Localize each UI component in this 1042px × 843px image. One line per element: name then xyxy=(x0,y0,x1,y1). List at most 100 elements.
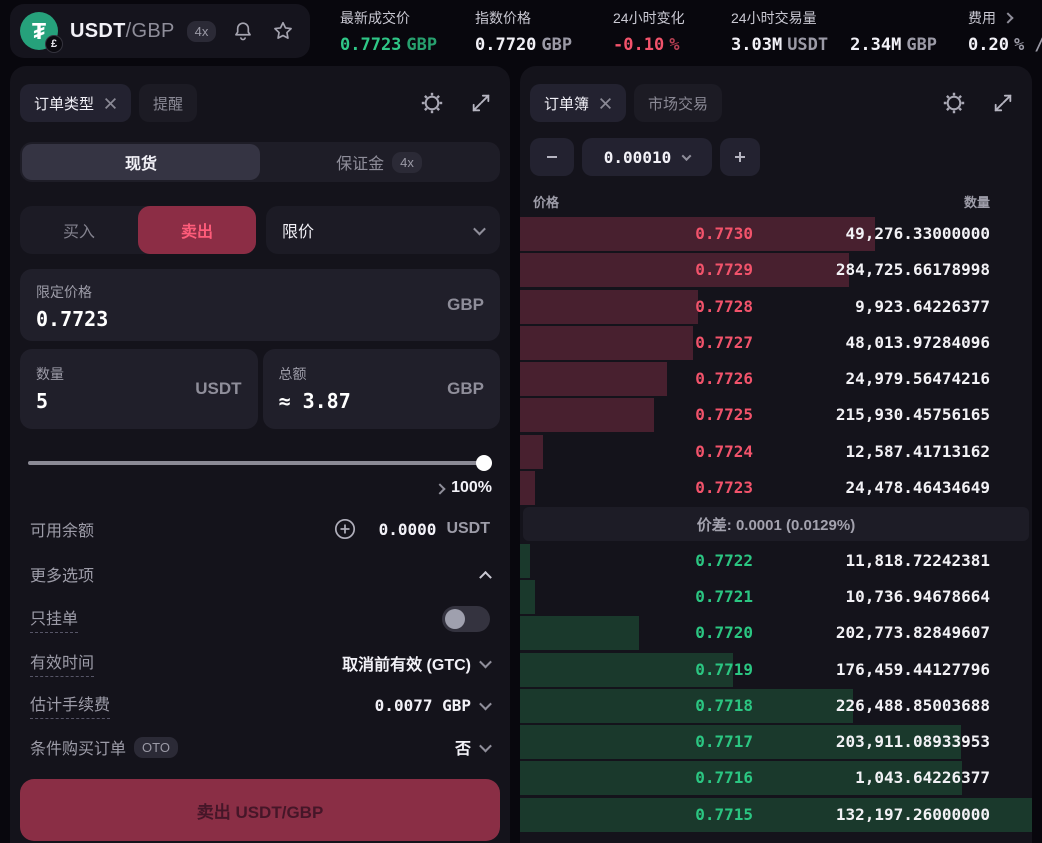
amount-cell: 284,725.66178998 xyxy=(835,260,990,280)
estimated-fee-row[interactable]: 估计手续费 0.0077 GBP xyxy=(30,691,492,719)
bid-row[interactable]: 0.7718 226,488.85003688 xyxy=(520,688,1032,723)
market-type-tabs: 现货 保证金 4x xyxy=(20,142,500,182)
tick-size-stepper: 0.00010 xyxy=(530,138,1032,176)
depth-bar xyxy=(520,253,850,288)
chevron-up-icon xyxy=(479,570,492,584)
amount-field[interactable]: 数量 5 USDT xyxy=(20,349,258,429)
bid-row[interactable]: 0.7716 1,043.64226377 xyxy=(520,761,1032,796)
total-field[interactable]: 总额 ≈ 3.87 GBP xyxy=(262,349,500,429)
chevron-down-icon xyxy=(479,739,492,752)
amount-column-header: 数量 xyxy=(963,195,990,210)
orderbook-panel: 订单簿 市场交易 xyxy=(520,66,1032,843)
stat-fees[interactable]: 费用 0.20% / xyxy=(968,10,1042,55)
orderbook-column-headers: 价格 数量 xyxy=(533,192,990,211)
price-cell: 0.7727 xyxy=(695,332,753,352)
asks-section: 0.7730 49,276.33000000 0.7729 284,725.66178… xyxy=(520,217,1032,506)
bid-row[interactable]: 0.7719 176,459.44127796 xyxy=(520,652,1032,687)
amount-cell: 12,587.41713162 xyxy=(845,441,991,461)
tab-market-trades[interactable]: 市场交易 xyxy=(634,84,723,122)
sell-tab[interactable]: 卖出 xyxy=(138,206,256,254)
tick-decrease-button[interactable] xyxy=(530,138,574,176)
ask-row[interactable]: 0.7729 284,725.66178998 xyxy=(520,253,1032,288)
favorite-star-icon[interactable] xyxy=(272,20,294,42)
fee-value: 0.0077 GBP xyxy=(374,695,471,715)
price-cell: 0.7729 xyxy=(695,260,753,280)
slider-track[interactable] xyxy=(28,461,492,465)
tab-alerts[interactable]: 提醒 xyxy=(139,84,198,122)
amount-cell: 215,930.45756165 xyxy=(835,405,990,425)
chevron-down-icon xyxy=(681,150,692,161)
depth-bar xyxy=(520,761,962,796)
tab-margin[interactable]: 保证金 4x xyxy=(260,144,498,180)
chevron-right-icon xyxy=(1002,12,1014,24)
depth-bar xyxy=(520,652,733,687)
price-cell: 0.7726 xyxy=(695,369,753,389)
deposit-plus-icon[interactable] xyxy=(333,517,357,541)
slider-percent: 100% xyxy=(28,479,492,497)
ask-row[interactable]: 0.7728 9,923.64226377 xyxy=(520,289,1032,324)
price-cell: 0.7718 xyxy=(695,695,753,715)
price-cell: 0.7730 xyxy=(695,224,753,243)
limit-price-value: 0.7723 xyxy=(36,307,109,331)
price-cell: 0.7716 xyxy=(695,768,753,788)
amount-cell: 202,773.82849607 xyxy=(835,623,990,643)
pair-selector[interactable]: ₮ £ USDT/GBP 4x xyxy=(10,4,311,58)
expand-icon[interactable] xyxy=(992,92,1014,114)
amount-cell: 9,923.64226377 xyxy=(855,296,990,316)
ask-row[interactable]: 0.7730 49,276.33000000 xyxy=(520,217,1032,251)
bid-row[interactable]: 0.7717 203,911.08933953 xyxy=(520,725,1032,760)
chevron-right-icon xyxy=(434,483,446,495)
depth-bar xyxy=(520,616,640,651)
price-cell: 0.7728 xyxy=(695,296,753,316)
ask-row[interactable]: 0.7727 48,013.97284096 xyxy=(520,325,1032,360)
tab-order-type[interactable]: 订单类型 xyxy=(20,84,132,122)
depth-bar xyxy=(520,362,668,397)
ask-row[interactable]: 0.7724 12,587.41713162 xyxy=(520,434,1032,469)
depth-bar xyxy=(520,688,854,723)
bid-row[interactable]: 0.7720 202,773.82849607 xyxy=(520,616,1032,651)
close-icon[interactable] xyxy=(104,97,117,110)
depth-bar xyxy=(520,725,962,760)
limit-price-field[interactable]: 限定价格 0.7723 GBP xyxy=(20,269,500,341)
ask-row[interactable]: 0.7726 24,979.56474216 xyxy=(520,362,1032,397)
tif-value: 取消前有效 (GTC) xyxy=(342,657,471,674)
price-column-header: 价格 xyxy=(533,195,560,210)
bell-icon[interactable] xyxy=(232,20,254,42)
post-only-row: 只挂单 xyxy=(30,605,490,633)
bid-row[interactable]: 0.7721 10,736.94678664 xyxy=(520,579,1032,614)
buy-tab[interactable]: 买入 xyxy=(62,224,95,241)
order-form-panel: 订单类型 提醒 xyxy=(10,66,510,843)
ask-row[interactable]: 0.7725 215,930.45756165 xyxy=(520,398,1032,433)
balance-unit: USDT xyxy=(446,520,490,537)
post-only-toggle[interactable] xyxy=(442,606,490,632)
chevron-down-icon xyxy=(479,697,492,710)
oto-badge: OTO xyxy=(134,736,178,758)
amount-cell: 24,478.46434649 xyxy=(845,478,991,498)
close-icon[interactable] xyxy=(599,97,612,110)
tick-increase-button[interactable] xyxy=(720,138,760,176)
order-type-dropdown[interactable]: 限价 xyxy=(266,206,500,254)
stat-24h-volume: 24小时交易量 3.03M USDT 2.34M GBP xyxy=(731,10,938,55)
gear-icon[interactable] xyxy=(420,91,444,115)
tab-spot[interactable]: 现货 xyxy=(22,144,260,180)
time-in-force-row[interactable]: 有效时间 取消前有效 (GTC) xyxy=(30,649,492,677)
more-options-row[interactable]: 更多选项 xyxy=(30,560,492,588)
tab-orderbook[interactable]: 订单簿 xyxy=(530,84,627,122)
expand-icon[interactable] xyxy=(470,92,492,114)
available-balance-row: 可用余额 0.0000 USDT xyxy=(30,515,490,543)
tick-size-dropdown[interactable]: 0.00010 xyxy=(582,138,712,176)
amount-slider[interactable] xyxy=(28,455,492,471)
slider-thumb[interactable] xyxy=(476,455,492,471)
oto-value: 否 xyxy=(454,741,471,758)
bid-row[interactable]: 0.7722 11,818.72242381 xyxy=(520,543,1032,578)
gear-icon[interactable] xyxy=(942,91,966,115)
oto-row[interactable]: 条件购买订单 OTO 否 xyxy=(30,733,492,761)
margin-leverage-badge: 4x xyxy=(392,151,422,173)
bid-row[interactable]: 0.7715 132,197.26000000 xyxy=(520,797,1032,832)
stat-index-price: 指数价格 0.7720 GBP xyxy=(475,10,573,55)
price-cell: 0.7722 xyxy=(695,550,753,570)
ask-row[interactable]: 0.7723 24,478.46434649 xyxy=(520,471,1032,506)
depth-bar xyxy=(520,398,655,433)
limit-price-label: 限定价格 xyxy=(36,284,92,300)
sell-submit-button[interactable]: 卖出 USDT/GBP xyxy=(20,779,500,841)
